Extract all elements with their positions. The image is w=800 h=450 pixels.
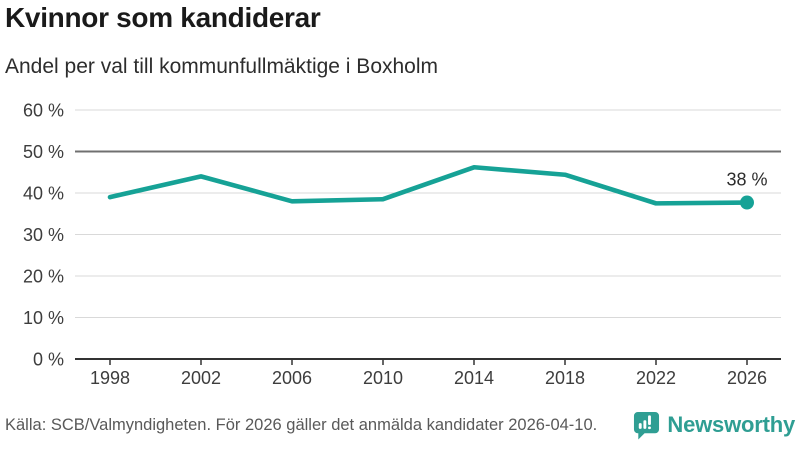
- x-tick-label: 1998: [90, 368, 130, 388]
- line-chart: 0 % 10 % 20 % 30 % 40 % 50 % 60 % 1998 2002 2006 2…: [23, 101, 781, 388]
- x-tick-label: 2014: [454, 368, 494, 388]
- y-tick-label: 0 %: [33, 350, 64, 370]
- end-value-label: 38 %: [726, 170, 767, 190]
- source-note: Källa: SCB/Valmyndigheten. För 2026 gäll…: [5, 415, 598, 434]
- y-tick-label: 50 %: [23, 142, 64, 162]
- chart-footer: Källa: SCB/Valmyndigheten. För 2026 gäll…: [0, 406, 800, 450]
- x-tick-label: 2026: [727, 368, 767, 388]
- chart-title: Kvinnor som kandiderar: [5, 2, 321, 33]
- x-tick-label: 2006: [272, 368, 312, 388]
- y-tick-label: 10 %: [23, 308, 64, 328]
- x-tick-label: 2022: [636, 368, 676, 388]
- y-tick-label: 20 %: [23, 267, 64, 287]
- x-tick-label: 2010: [363, 368, 403, 388]
- chart-subtitle: Andel per val till kommunfullmäktige i B…: [5, 55, 439, 78]
- data-line: [107, 164, 750, 206]
- x-tick-label: 2018: [545, 368, 585, 388]
- newsworthy-chart-bubble-icon: [634, 411, 660, 439]
- x-tick-label: 2002: [181, 368, 221, 388]
- y-tick-label: 30 %: [23, 225, 64, 245]
- newsworthy-wordmark: Newsworthy: [667, 412, 795, 437]
- newsworthy-logo: Newsworthy: [633, 411, 795, 440]
- y-tick-label: 60 %: [23, 101, 64, 121]
- y-tick-label: 40 %: [23, 184, 64, 204]
- end-point-marker: [740, 195, 754, 210]
